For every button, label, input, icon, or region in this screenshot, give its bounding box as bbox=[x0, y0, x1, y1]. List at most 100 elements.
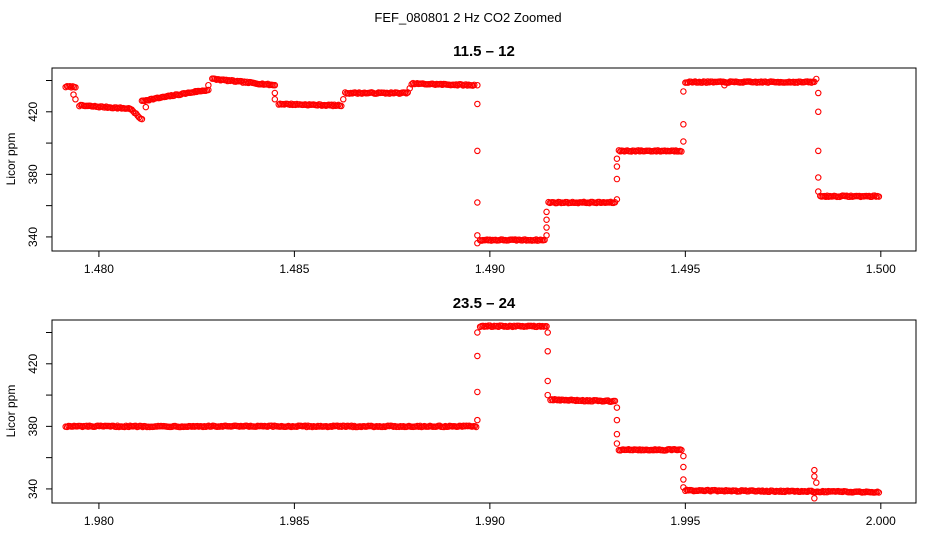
data-point bbox=[680, 88, 687, 95]
x-tick-label: 1.985 bbox=[279, 514, 309, 528]
data-point bbox=[474, 81, 481, 89]
data-point bbox=[474, 329, 481, 336]
data-point bbox=[721, 81, 728, 89]
data-point bbox=[815, 188, 822, 195]
figure-title: FEF_080801 2 Hz CO2 Zoomed bbox=[374, 10, 561, 25]
data-point bbox=[474, 100, 481, 108]
data-point bbox=[813, 75, 820, 83]
data-point bbox=[680, 121, 687, 128]
x-tick-label: 1.980 bbox=[84, 514, 114, 528]
data-point bbox=[474, 239, 481, 247]
data-point bbox=[678, 148, 685, 155]
panel-2-title: 23.5 – 24 bbox=[453, 295, 516, 312]
data-point bbox=[613, 416, 621, 424]
chart-panel-1: 11.5 – 12 Licor ppm 1.480 1.485 1.490 1.495… bbox=[4, 43, 917, 276]
data-point bbox=[543, 232, 550, 239]
data-point bbox=[474, 199, 481, 206]
x-tick-label: 1.495 bbox=[670, 262, 700, 276]
data-point bbox=[474, 147, 481, 155]
data-point bbox=[271, 81, 279, 89]
data-point bbox=[613, 404, 621, 411]
data-point bbox=[543, 224, 550, 231]
y-tick-label: 420 bbox=[26, 101, 40, 121]
data-point bbox=[678, 446, 685, 454]
data-point bbox=[271, 96, 279, 103]
x-tick-label: 1.490 bbox=[475, 262, 505, 276]
data-point bbox=[680, 476, 687, 483]
data-point bbox=[815, 108, 822, 116]
data-point bbox=[875, 489, 883, 496]
data-point bbox=[813, 479, 820, 486]
data-point bbox=[544, 391, 551, 399]
data-point bbox=[472, 423, 480, 431]
data-point bbox=[680, 452, 687, 460]
data-point bbox=[613, 440, 621, 447]
panel-1-y-axis: 340 380 420 bbox=[26, 80, 52, 247]
data-point bbox=[811, 466, 818, 474]
data-point bbox=[72, 84, 79, 91]
data-point bbox=[811, 495, 818, 502]
data-point bbox=[815, 174, 822, 181]
panel-2-plot-frame bbox=[51, 319, 917, 504]
y-tick-label: 380 bbox=[26, 416, 40, 436]
data-point bbox=[271, 89, 279, 97]
data-point bbox=[72, 96, 79, 103]
data-point bbox=[871, 192, 878, 199]
data-point bbox=[613, 196, 621, 203]
data-point bbox=[166, 93, 174, 100]
data-point bbox=[138, 115, 146, 123]
data-point bbox=[815, 147, 822, 155]
data-point bbox=[680, 138, 687, 145]
x-tick-label: 2.000 bbox=[866, 514, 896, 528]
data-point bbox=[544, 329, 551, 336]
data-point bbox=[544, 377, 551, 385]
data-point bbox=[613, 175, 621, 183]
data-point bbox=[406, 85, 413, 92]
data-point bbox=[607, 198, 614, 206]
panel-1-title: 11.5 – 12 bbox=[453, 43, 515, 60]
data-point bbox=[470, 81, 478, 89]
panel-1-plot-frame bbox=[51, 67, 917, 252]
data-point bbox=[613, 430, 621, 438]
data-point bbox=[613, 163, 621, 170]
panel-2-x-axis: 1.980 1.985 1.990 1.995 2.000 bbox=[84, 503, 896, 528]
panel-1-x-axis: 1.480 1.485 1.490 1.495 1.500 bbox=[84, 251, 896, 276]
data-point bbox=[544, 348, 551, 355]
data-point bbox=[815, 89, 822, 97]
data-point bbox=[340, 96, 347, 103]
x-tick-label: 1.480 bbox=[84, 262, 114, 276]
panel-2-ylabel: Licor ppm bbox=[4, 385, 18, 438]
data-point bbox=[680, 484, 687, 491]
data-point bbox=[811, 473, 818, 480]
data-point bbox=[474, 232, 481, 239]
x-tick-label: 1.485 bbox=[279, 262, 309, 276]
data-point bbox=[543, 323, 550, 330]
data-point bbox=[205, 86, 212, 94]
data-point bbox=[338, 102, 345, 110]
y-tick-label: 380 bbox=[26, 164, 40, 184]
data-point bbox=[613, 155, 621, 162]
data-point bbox=[474, 352, 481, 360]
data-point bbox=[474, 388, 481, 396]
data-point bbox=[680, 463, 687, 471]
data-point bbox=[611, 397, 619, 405]
x-tick-label: 1.990 bbox=[475, 514, 505, 528]
panel-2-data-points bbox=[62, 322, 883, 502]
x-tick-label: 1.995 bbox=[670, 514, 700, 528]
panel-1-ylabel: Licor ppm bbox=[4, 133, 18, 186]
data-point bbox=[474, 416, 481, 424]
data-point bbox=[68, 84, 75, 91]
y-tick-label: 340 bbox=[26, 227, 40, 247]
panel-2-y-axis: 340 380 420 bbox=[26, 332, 52, 499]
data-point bbox=[142, 103, 150, 111]
data-point bbox=[543, 208, 550, 216]
y-tick-label: 340 bbox=[26, 479, 40, 499]
data-point bbox=[205, 81, 212, 89]
data-point bbox=[875, 193, 883, 200]
x-tick-label: 1.500 bbox=[866, 262, 896, 276]
y-tick-label: 420 bbox=[26, 353, 40, 373]
data-point bbox=[543, 216, 550, 223]
chart-panel-2: 23.5 – 24 Licor ppm 1.980 1.985 1.990 1.995… bbox=[4, 295, 917, 528]
